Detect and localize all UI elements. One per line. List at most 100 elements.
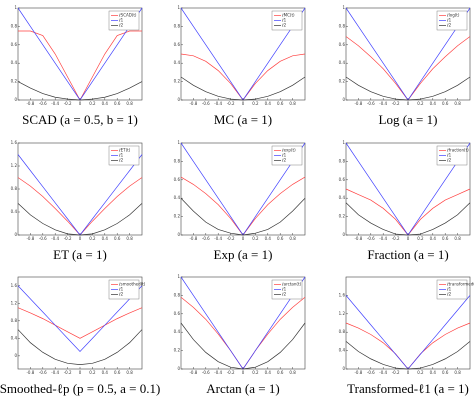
subplot-caption: Fraction (a = 1) <box>367 247 449 262</box>
subplot-caption: Smoothed-ℓp (p = 0.5, a = 0.1) <box>0 381 161 396</box>
x-tick-label: 0.4 <box>265 370 272 375</box>
legend-label: ℓ1 <box>118 287 124 292</box>
x-tick-label: 0.8 <box>454 101 461 106</box>
x-tick-label: 0.6 <box>277 236 284 241</box>
legend-label: ℓ2 <box>281 158 287 163</box>
y-tick-label: 0.2 <box>174 348 181 353</box>
series-line <box>17 307 143 339</box>
y-tick-label: 0 <box>342 232 345 237</box>
legend-label: ℓ2 <box>281 292 287 297</box>
y-tick-label: 0.8 <box>339 158 346 163</box>
x-tick-label: 0.6 <box>277 101 284 106</box>
x-tick-label: -0.4 <box>214 370 222 375</box>
x-tick-label: -0.8 <box>26 101 34 106</box>
y-tick-label: 0.4 <box>339 195 346 200</box>
y-tick-label: 0.2 <box>339 79 346 84</box>
x-tick-label: 0 <box>407 101 410 106</box>
x-tick-label: 0.8 <box>454 236 461 241</box>
y-tick-label: 0.4 <box>339 60 346 65</box>
legend-label: ℓ1 <box>446 287 452 292</box>
x-tick-label: 0.4 <box>102 101 109 106</box>
x-tick-label: 0.8 <box>289 370 296 375</box>
subplot: 0 0.4 0.8 1.2 1.6 -0.8 -0.6 -0.4 -0.2 0 0.2 0.4 0.6 0… <box>11 276 146 375</box>
x-tick-label: 0.2 <box>417 101 424 106</box>
legend-label: ℓ1 <box>446 153 452 158</box>
plot-area: 0 0.4 0.8 1.2 1.6 -0.8 -0.6 -0.4 -0.2 0 0.2 0.4 0.6 0… <box>11 140 143 241</box>
x-tick-label: 0.4 <box>265 101 272 106</box>
y-tick-label: 1.6 <box>11 140 18 145</box>
y-tick-label: 1 <box>177 140 180 145</box>
y-tick-label: 0.8 <box>174 158 181 163</box>
y-tick-label: 0.8 <box>339 23 346 28</box>
y-tick-label: 0.4 <box>174 60 181 65</box>
x-tick-label: 0.4 <box>430 236 437 241</box>
subplot-caption: Arctan (a = 1) <box>206 381 280 396</box>
series-line <box>345 322 471 370</box>
y-tick-label: 0.8 <box>11 186 18 191</box>
x-tick-label: 0.2 <box>417 236 424 241</box>
y-tick-label: 0.4 <box>11 335 18 340</box>
x-tick-label: -0.2 <box>64 101 72 106</box>
legend-label: ℓ2 <box>281 23 287 28</box>
y-tick-label: 0 <box>177 366 180 371</box>
series-line <box>180 176 306 236</box>
legend-label: ℓtransformed(t) <box>446 282 474 287</box>
x-tick-label: -0.4 <box>214 101 222 106</box>
plot-area: 0 0.2 0.4 0.6 0.8 1 -0.8 -0.6 -0.4 -0.2 0 0.2 0.4 0.6… <box>11 5 143 106</box>
x-tick-label: -0.6 <box>39 236 47 241</box>
x-tick-label: -0.8 <box>354 101 362 106</box>
subplot: 0 0.2 0.4 0.6 0.8 1 -0.8 -0.6 -0.4 -0.2 0 0.2 0.4 0.6… <box>174 274 306 375</box>
legend-label: ℓ2 <box>446 292 452 297</box>
y-tick-label: 0.4 <box>11 209 18 214</box>
y-tick-label: 0.2 <box>174 79 181 84</box>
series-line <box>180 322 306 370</box>
legend-label: ℓ1 <box>118 18 124 23</box>
legend-label: ℓfraction(t) <box>446 148 469 153</box>
series-line <box>180 197 306 236</box>
x-tick-label: 0.2 <box>89 236 96 241</box>
x-tick-label: -0.8 <box>189 101 197 106</box>
x-tick-label: -0.2 <box>64 236 72 241</box>
y-tick-label: 0.6 <box>339 42 346 47</box>
series-line <box>17 329 143 365</box>
legend-label: ℓlog(t) <box>446 13 460 18</box>
series-line <box>345 295 471 370</box>
y-tick-label: 1 <box>14 5 17 10</box>
subplot-caption: Exp (a = 1) <box>213 247 273 262</box>
series-line <box>17 177 143 236</box>
series-line <box>180 76 306 101</box>
x-tick-label: -0.8 <box>189 236 197 241</box>
x-tick-label: -0.4 <box>214 236 222 241</box>
subplot: 0 0.2 0.4 0.6 0.8 1 -0.8 -0.6 -0.4 -0.2 0 0.2 0.4 0.6… <box>11 5 143 106</box>
y-tick-label: 1.2 <box>11 300 18 305</box>
legend-label: ℓSCAD(t) <box>118 13 137 18</box>
x-tick-label: 0 <box>79 370 82 375</box>
legend-label: ℓ1 <box>446 18 452 23</box>
x-tick-label: 0.8 <box>126 236 133 241</box>
x-tick-label: -0.8 <box>26 370 34 375</box>
legend-label: ℓ2 <box>446 158 452 163</box>
series-line <box>18 30 142 101</box>
y-tick-label: 0.6 <box>174 177 181 182</box>
x-tick-label: 0.6 <box>114 101 121 106</box>
legend-label: ℓ1 <box>281 153 287 158</box>
x-tick-label: -0.2 <box>392 101 400 106</box>
y-tick-label: 0 <box>342 97 345 102</box>
x-tick-label: 0.6 <box>277 370 284 375</box>
x-tick-label: 0.8 <box>126 101 133 106</box>
subplot-caption: SCAD (a = 0.5, b = 1) <box>22 112 138 127</box>
x-tick-label: 0.4 <box>430 101 437 106</box>
legend-label: ℓET(t) <box>118 148 131 153</box>
y-tick-label: 0 <box>14 97 17 102</box>
y-tick-label: 0.2 <box>11 79 18 84</box>
x-tick-label: 0.6 <box>442 101 449 106</box>
legend-label: ℓ2 <box>118 292 124 297</box>
x-tick-label: -0.8 <box>189 370 197 375</box>
x-tick-label: -0.6 <box>367 236 375 241</box>
series-line <box>17 81 143 101</box>
